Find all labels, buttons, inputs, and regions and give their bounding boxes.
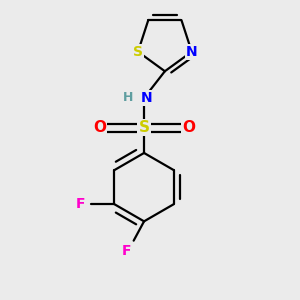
Text: F: F	[122, 244, 131, 258]
Text: N: N	[141, 91, 153, 105]
Text: S: S	[133, 45, 143, 59]
Text: H: H	[122, 92, 133, 104]
Text: O: O	[182, 120, 195, 135]
Text: O: O	[93, 120, 106, 135]
Text: N: N	[186, 45, 197, 59]
Text: F: F	[76, 197, 85, 211]
Text: S: S	[139, 120, 150, 135]
